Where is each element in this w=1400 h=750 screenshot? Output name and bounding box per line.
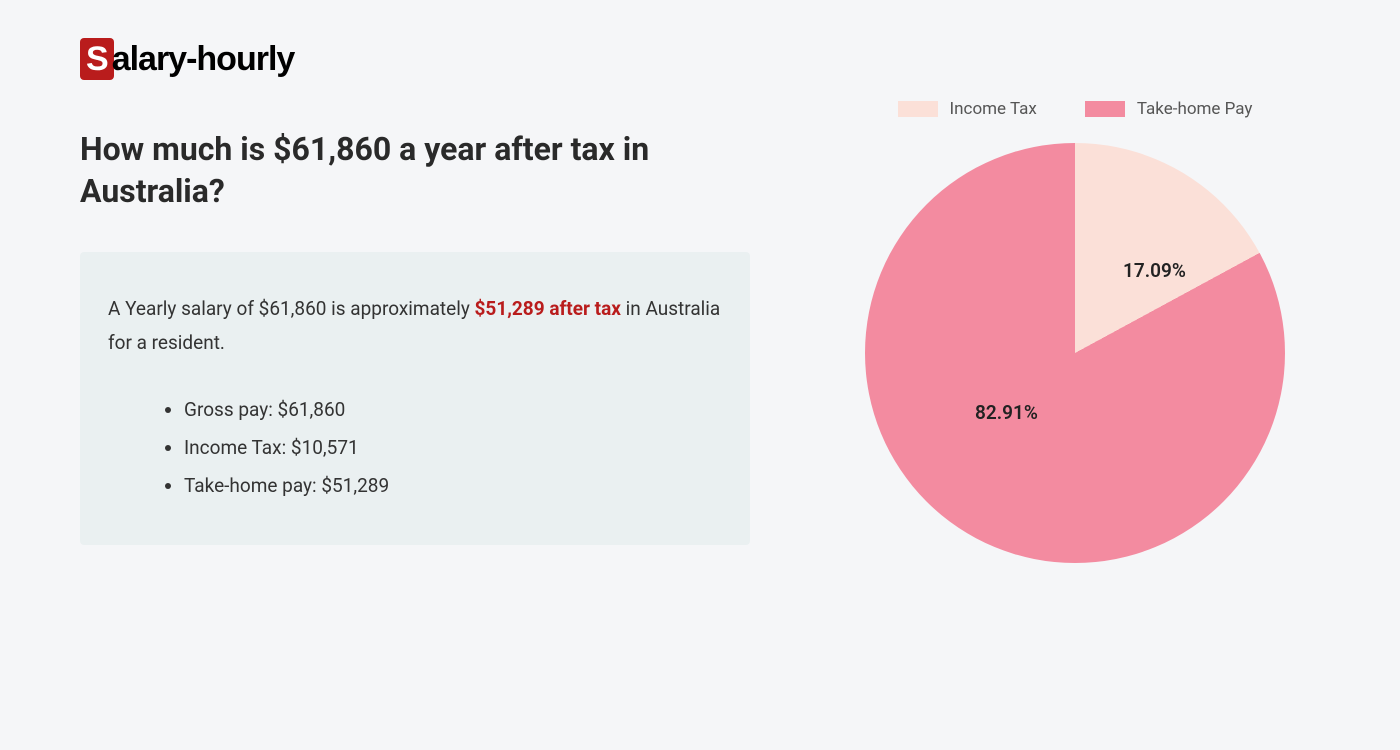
summary-text: A Yearly salary of $61,860 is approximat… <box>108 292 722 360</box>
right-column: Income Tax Take-home Pay 17.09% 82.91% <box>830 99 1320 563</box>
content-row: How much is $61,860 a year after tax in … <box>80 129 1320 563</box>
legend-item-income-tax: Income Tax <box>898 99 1037 119</box>
bullet-list: Gross pay: $61,860 Income Tax: $10,571 T… <box>108 391 722 505</box>
pie-circle <box>865 143 1285 563</box>
page-container: Salary-hourly How much is $61,860 a year… <box>0 0 1400 750</box>
legend-label: Take-home Pay <box>1137 99 1253 119</box>
legend-swatch <box>1085 101 1125 117</box>
legend-swatch <box>898 101 938 117</box>
summary-box: A Yearly salary of $61,860 is approximat… <box>80 252 750 544</box>
logo-text: alary-hourly <box>112 40 295 78</box>
left-column: How much is $61,860 a year after tax in … <box>80 129 750 545</box>
summary-highlight: $51,289 after tax <box>475 297 621 320</box>
legend-label: Income Tax <box>950 99 1037 119</box>
list-item: Gross pay: $61,860 <box>184 391 722 429</box>
page-title: How much is $61,860 a year after tax in … <box>80 129 750 212</box>
list-item: Take-home pay: $51,289 <box>184 467 722 505</box>
chart-legend: Income Tax Take-home Pay <box>898 99 1253 119</box>
logo-badge: S <box>80 38 114 80</box>
logo: Salary-hourly <box>80 40 1320 79</box>
list-item: Income Tax: $10,571 <box>184 429 722 467</box>
legend-item-take-home: Take-home Pay <box>1085 99 1253 119</box>
summary-prefix: A Yearly salary of $61,860 is approximat… <box>108 297 475 320</box>
pie-chart: 17.09% 82.91% <box>865 143 1285 563</box>
pie-slice-label: 82.91% <box>975 401 1038 424</box>
pie-slice-label: 17.09% <box>1123 259 1186 282</box>
